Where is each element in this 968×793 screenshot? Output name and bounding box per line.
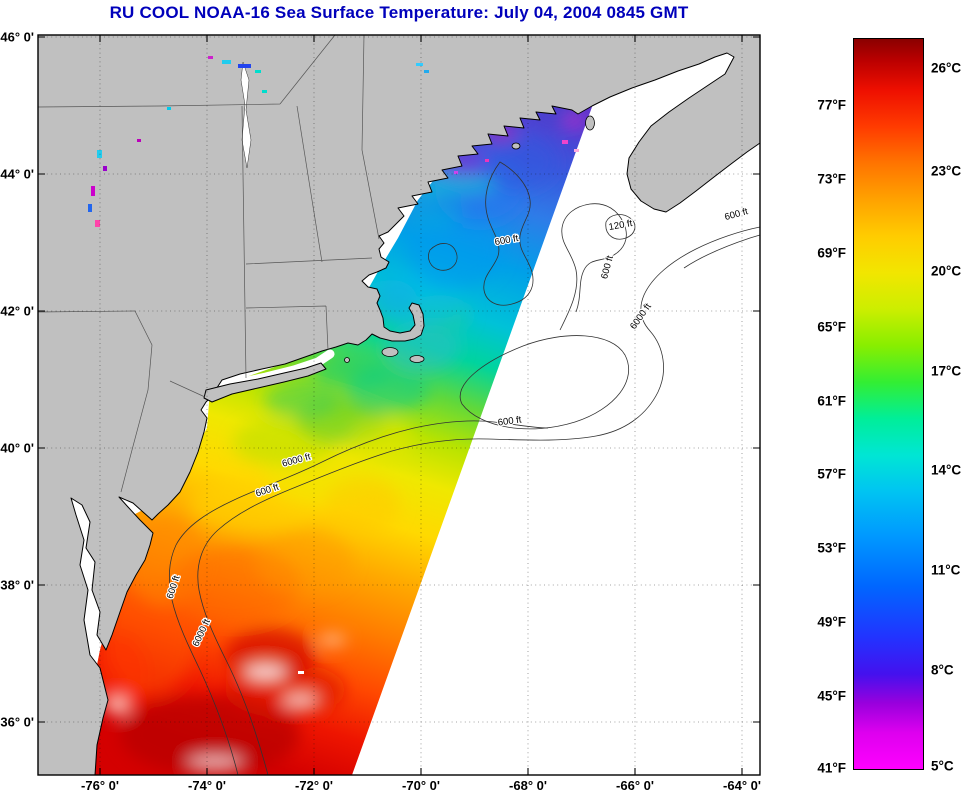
x-tick-label: -64° 0' <box>723 778 761 793</box>
island <box>381 347 399 357</box>
lake-champlain <box>240 61 252 169</box>
contour-label: 600 ft <box>497 414 522 428</box>
island <box>585 115 595 131</box>
y-tick-label: 42° 0' <box>0 303 34 319</box>
colorbar-c-label: 14°C <box>931 462 962 478</box>
mainland-landmass <box>37 34 761 776</box>
colorbar-gradient <box>854 39 923 769</box>
colorbar-f-label: 57°F <box>817 466 846 482</box>
x-tick-label: -68° 0' <box>509 778 547 793</box>
x-tick-label: -66° 0' <box>616 778 654 793</box>
figure-title: RU COOL NOAA-16 Sea Surface Temperature:… <box>109 3 689 22</box>
x-tick-label: -72° 0' <box>295 778 333 793</box>
colorbar-c-label: 17°C <box>931 363 962 379</box>
colorbar-f-label: 65°F <box>817 319 846 335</box>
latitude-gridlines <box>38 36 760 723</box>
colorbar-f-label: 53°F <box>817 540 846 556</box>
axis-ticks <box>38 35 760 775</box>
y-tick-label: 36° 0' <box>0 714 34 730</box>
y-tick-label: 44° 0' <box>0 166 34 182</box>
map-frame <box>37 34 761 776</box>
x-tick-label: -70° 0' <box>402 778 440 793</box>
island <box>511 142 521 150</box>
colorbar-c-label: 20°C <box>931 263 962 279</box>
colorbar-f-label: 45°F <box>817 688 846 704</box>
colorbar-c-label: 11°C <box>931 562 961 578</box>
colorbar-c-label: 23°C <box>931 163 962 179</box>
sensor-noise-speckles <box>88 56 579 227</box>
state-borders <box>37 34 380 493</box>
colorbar-f-label: 69°F <box>817 245 846 261</box>
long-island <box>203 362 327 403</box>
colorbar-c-label: 5°C <box>931 758 954 774</box>
colorbar-f-label: 49°F <box>817 614 846 630</box>
island <box>409 355 425 363</box>
longitude-gridlines <box>99 35 743 775</box>
x-tick-label: -76° 0' <box>81 778 119 793</box>
colorbar-c-label: 8°C <box>931 662 954 678</box>
y-tick-label: 46° 0' <box>0 29 34 45</box>
colorbar-c-label: 26°C <box>931 60 962 76</box>
y-tick-label: 40° 0' <box>0 440 34 456</box>
island <box>344 357 350 363</box>
colorbar-f-label: 61°F <box>817 393 846 409</box>
x-tick-label: -74° 0' <box>188 778 226 793</box>
colorbar <box>853 38 924 770</box>
colorbar-f-label: 77°F <box>817 97 846 113</box>
colorbar-f-label: 73°F <box>817 171 846 187</box>
colorbar-f-label: 41°F <box>817 760 846 776</box>
y-tick-label: 38° 0' <box>0 577 34 593</box>
